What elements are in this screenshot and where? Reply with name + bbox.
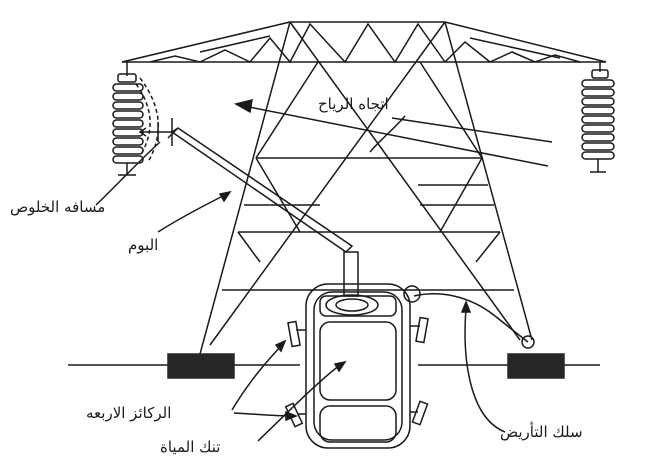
outriggers-label: الركائز الاربعه — [86, 404, 172, 422]
spray-vehicle — [305, 283, 411, 449]
tower-footing-right — [507, 353, 565, 379]
outrigger-pads — [284, 316, 429, 428]
ground-wire-label: سلك التأريض — [500, 423, 583, 441]
clearance-marker — [138, 118, 173, 146]
tower-footing-left — [167, 353, 235, 379]
water-tank — [319, 321, 397, 401]
wind-direction-arrow — [234, 98, 553, 167]
insulator-right — [581, 62, 615, 173]
ground-clamp — [521, 335, 535, 349]
boom-label: البوم — [128, 236, 159, 254]
transmission-tower — [121, 21, 607, 355]
leader-arrows — [95, 115, 506, 442]
wind-direction-label: اتجاه الرياح — [318, 95, 389, 113]
ground-wire-reel — [403, 285, 421, 303]
clearance-distance-label: مسافه الخلوص — [10, 198, 106, 216]
boom-arm — [167, 127, 359, 297]
water-tank-label: تنك المياة — [160, 438, 221, 456]
clearance-arc — [135, 77, 159, 163]
insulator-left — [112, 62, 144, 176]
ground-wire — [413, 293, 529, 343]
